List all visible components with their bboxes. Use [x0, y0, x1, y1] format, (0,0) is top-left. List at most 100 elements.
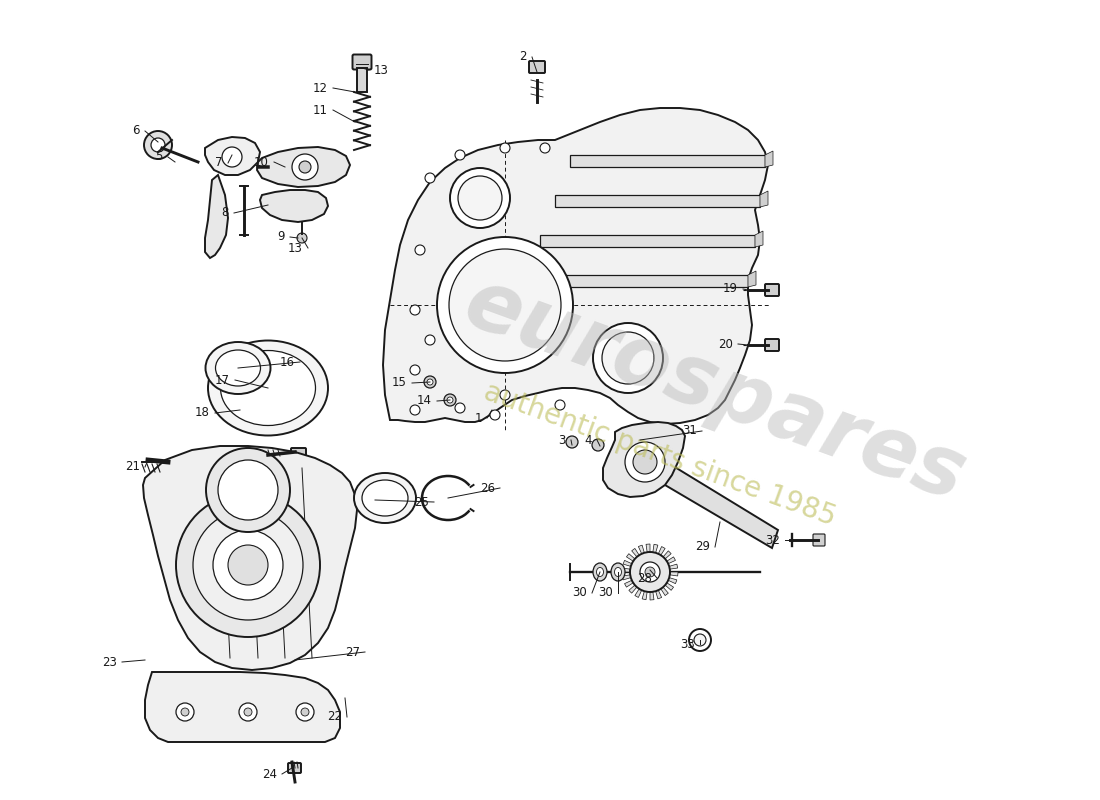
Polygon shape — [646, 544, 650, 552]
Text: 7: 7 — [216, 157, 223, 170]
FancyBboxPatch shape — [764, 284, 779, 296]
Text: 13: 13 — [374, 63, 389, 77]
Circle shape — [455, 150, 465, 160]
Polygon shape — [669, 564, 678, 569]
Circle shape — [218, 460, 278, 520]
Polygon shape — [638, 545, 645, 554]
Polygon shape — [663, 551, 671, 559]
Circle shape — [228, 545, 268, 585]
Circle shape — [213, 530, 283, 600]
Text: 5: 5 — [155, 150, 163, 163]
Ellipse shape — [610, 563, 625, 581]
FancyBboxPatch shape — [292, 448, 306, 459]
Text: 23: 23 — [102, 655, 117, 669]
Polygon shape — [205, 175, 228, 258]
Polygon shape — [260, 190, 328, 222]
Circle shape — [458, 176, 502, 220]
Circle shape — [490, 410, 500, 420]
Text: 32: 32 — [766, 534, 780, 546]
Polygon shape — [145, 672, 340, 742]
Polygon shape — [748, 271, 756, 287]
Polygon shape — [540, 235, 755, 247]
Circle shape — [296, 703, 314, 721]
Circle shape — [239, 703, 257, 721]
Polygon shape — [143, 446, 358, 670]
Ellipse shape — [615, 567, 622, 577]
Polygon shape — [656, 590, 661, 599]
Ellipse shape — [208, 341, 328, 435]
Polygon shape — [631, 549, 639, 557]
FancyBboxPatch shape — [764, 339, 779, 351]
Polygon shape — [667, 557, 675, 564]
Polygon shape — [623, 560, 631, 566]
Ellipse shape — [362, 480, 408, 516]
Text: 6: 6 — [132, 125, 140, 138]
Circle shape — [444, 394, 456, 406]
Polygon shape — [764, 151, 773, 167]
Polygon shape — [530, 275, 748, 287]
Polygon shape — [621, 568, 630, 572]
Circle shape — [144, 131, 172, 159]
Text: 31: 31 — [682, 425, 697, 438]
Ellipse shape — [354, 473, 416, 523]
Text: 12: 12 — [314, 82, 328, 94]
Ellipse shape — [206, 342, 271, 394]
Polygon shape — [603, 422, 685, 497]
Polygon shape — [623, 575, 630, 580]
Circle shape — [176, 703, 194, 721]
Polygon shape — [556, 195, 760, 207]
Circle shape — [447, 397, 453, 403]
Circle shape — [244, 708, 252, 716]
Ellipse shape — [216, 350, 261, 386]
Circle shape — [415, 245, 425, 255]
Text: 9: 9 — [277, 230, 285, 243]
Circle shape — [424, 376, 436, 388]
Circle shape — [632, 450, 657, 474]
Ellipse shape — [596, 567, 604, 577]
Circle shape — [297, 233, 307, 243]
Circle shape — [222, 147, 242, 167]
Polygon shape — [648, 458, 778, 548]
Polygon shape — [661, 587, 669, 595]
Polygon shape — [642, 591, 647, 600]
Circle shape — [455, 403, 465, 413]
Text: 25: 25 — [414, 495, 429, 509]
Circle shape — [640, 562, 660, 582]
Circle shape — [410, 305, 420, 315]
Polygon shape — [383, 108, 768, 424]
Polygon shape — [670, 572, 678, 576]
Text: 13: 13 — [288, 242, 302, 254]
Circle shape — [151, 138, 165, 152]
Circle shape — [425, 173, 435, 183]
Circle shape — [176, 493, 320, 637]
Text: 2: 2 — [519, 50, 527, 63]
Polygon shape — [570, 155, 764, 167]
Text: 16: 16 — [280, 355, 295, 369]
Circle shape — [410, 365, 420, 375]
FancyBboxPatch shape — [813, 534, 825, 546]
Ellipse shape — [593, 563, 607, 581]
Circle shape — [449, 249, 561, 361]
Polygon shape — [358, 68, 367, 92]
Polygon shape — [666, 583, 673, 590]
Circle shape — [192, 510, 303, 620]
Text: 4: 4 — [584, 434, 592, 446]
Circle shape — [299, 161, 311, 173]
Circle shape — [425, 335, 435, 345]
Text: authentic parts since 1985: authentic parts since 1985 — [481, 378, 839, 532]
Circle shape — [630, 552, 670, 592]
Circle shape — [500, 390, 510, 400]
Polygon shape — [652, 544, 658, 553]
Polygon shape — [205, 137, 260, 175]
Circle shape — [645, 567, 654, 577]
Text: 18: 18 — [195, 406, 210, 419]
Circle shape — [556, 400, 565, 410]
Polygon shape — [755, 231, 763, 247]
Circle shape — [301, 708, 309, 716]
Circle shape — [540, 143, 550, 153]
Circle shape — [689, 629, 711, 651]
Text: 17: 17 — [214, 374, 230, 386]
Circle shape — [437, 237, 573, 373]
Polygon shape — [626, 554, 635, 561]
Circle shape — [427, 379, 433, 385]
